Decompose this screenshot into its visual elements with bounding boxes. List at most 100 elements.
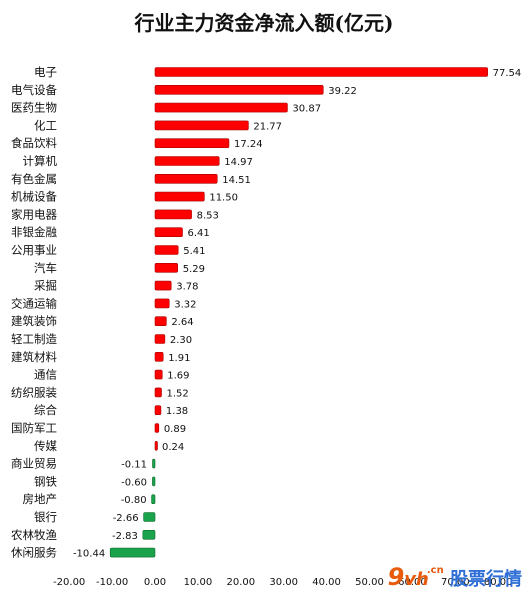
value-label: -2.66	[113, 513, 139, 524]
category-label: 通信	[34, 368, 57, 382]
watermark-vh: vh	[404, 569, 429, 590]
x-tick-label: 0.00	[144, 577, 166, 588]
category-label: 综合	[34, 403, 57, 417]
bar	[154, 227, 183, 237]
x-tick-label: -10.00	[96, 577, 128, 588]
bar	[151, 494, 156, 505]
value-label: 2.30	[170, 335, 192, 346]
bar	[154, 405, 162, 416]
value-label: 8.53	[197, 210, 219, 221]
bar	[154, 387, 162, 398]
category-label: 汽车	[34, 261, 57, 275]
value-label: 0.24	[162, 442, 184, 453]
category-label: 计算机	[23, 154, 58, 168]
category-label: 纺织服装	[11, 385, 57, 399]
x-tick-label: 60.00	[398, 577, 427, 588]
watermark-nine: 9	[387, 563, 405, 591]
x-tick-label: 50.00	[355, 577, 384, 588]
x-tick-label: 20.00	[226, 577, 255, 588]
value-label: 14.97	[224, 157, 253, 168]
bar	[154, 298, 170, 309]
bar	[152, 458, 156, 469]
value-label: -0.80	[121, 495, 147, 506]
category-label: 交通运输	[11, 296, 57, 310]
value-label: 6.41	[187, 228, 209, 239]
bar	[154, 85, 324, 95]
category-label: 采掘	[34, 279, 57, 293]
bar	[154, 369, 163, 380]
value-label: -0.11	[121, 460, 147, 471]
category-label: 医药生物	[11, 101, 57, 115]
value-label: 0.89	[164, 424, 186, 435]
bar	[143, 512, 156, 522]
bar	[154, 316, 167, 327]
value-label: 17.24	[234, 139, 263, 150]
chart-title: 行业主力资金净流入额(亿元)	[134, 11, 394, 35]
category-label: 公用事业	[11, 243, 57, 257]
category-label: 轻工制造	[11, 332, 57, 346]
bar	[152, 476, 156, 487]
category-label: 农林牧渔	[11, 528, 57, 542]
bar	[154, 245, 179, 255]
value-label: 39.22	[328, 86, 357, 97]
category-label: 国防军工	[11, 421, 57, 435]
x-tick-label: 30.00	[269, 577, 298, 588]
category-label: 钢铁	[34, 474, 57, 488]
value-label: -2.83	[112, 531, 138, 542]
value-label: 14.51	[222, 175, 251, 186]
x-tick-label: 70.00	[441, 577, 470, 588]
bars	[109, 67, 488, 558]
category-label: 商业贸易	[11, 457, 57, 471]
category-labels: 电子电气设备医药生物化工食品饮料计算机有色金属机械设备家用电器非银金融公用事业汽…	[11, 65, 57, 560]
value-label: 3.78	[176, 282, 198, 293]
bar	[154, 262, 178, 273]
value-label: 30.87	[292, 104, 321, 115]
category-label: 房地产	[23, 492, 58, 506]
value-label: 3.32	[174, 299, 196, 310]
category-label: 电子	[34, 65, 57, 79]
x-tick-label: 80.00	[484, 577, 513, 588]
x-tick-label: -20.00	[53, 577, 85, 588]
category-label: 银行	[34, 510, 57, 524]
value-label: 2.64	[171, 317, 193, 328]
bar	[154, 440, 158, 451]
value-label: 5.41	[183, 246, 205, 257]
category-label: 化工	[34, 118, 57, 132]
category-label: 建筑材料	[11, 350, 57, 364]
bar	[154, 138, 230, 148]
x-axis-ticks: -20.00 -10.00 0.00 10.00 20.00 30.00 40.00 50.0…	[53, 577, 512, 588]
category-label: 有色金属	[11, 172, 57, 186]
value-label: -0.60	[121, 477, 147, 488]
bar	[154, 334, 166, 344]
bar	[154, 209, 192, 220]
bar	[154, 191, 205, 202]
category-label: 食品饮料	[11, 136, 57, 150]
value-label: 1.91	[168, 353, 190, 364]
bar	[154, 102, 288, 113]
category-label: 电气设备	[11, 83, 57, 97]
category-label: 非银金融	[11, 225, 57, 239]
category-label: 传媒	[34, 439, 57, 453]
bar	[154, 423, 160, 433]
value-label: 5.29	[183, 264, 205, 275]
value-label: 1.52	[167, 388, 189, 399]
value-label: 11.50	[209, 193, 238, 204]
x-tick-label: 10.00	[184, 577, 213, 588]
bar	[109, 547, 156, 558]
value-label: 21.77	[253, 121, 282, 132]
bar	[154, 67, 488, 77]
value-labels: 77.54 39.22 30.87 21.77 17.24 14.97 14.51 11.50…	[73, 68, 521, 560]
bar	[154, 156, 220, 166]
watermark-cn: .cn	[426, 565, 444, 576]
value-label: 1.38	[166, 406, 188, 417]
watermark-text: 股票行情	[450, 569, 522, 590]
bar	[142, 529, 156, 540]
category-label: 建筑装饰	[11, 314, 57, 328]
value-label: 77.54	[493, 68, 522, 79]
bar	[154, 280, 172, 291]
category-label: 机械设备	[11, 190, 57, 204]
x-tick-label: 40.00	[312, 577, 341, 588]
value-label: -10.44	[73, 549, 105, 560]
watermark-logo: 9vh.cn 股票行情	[388, 563, 522, 591]
bar	[154, 351, 164, 362]
